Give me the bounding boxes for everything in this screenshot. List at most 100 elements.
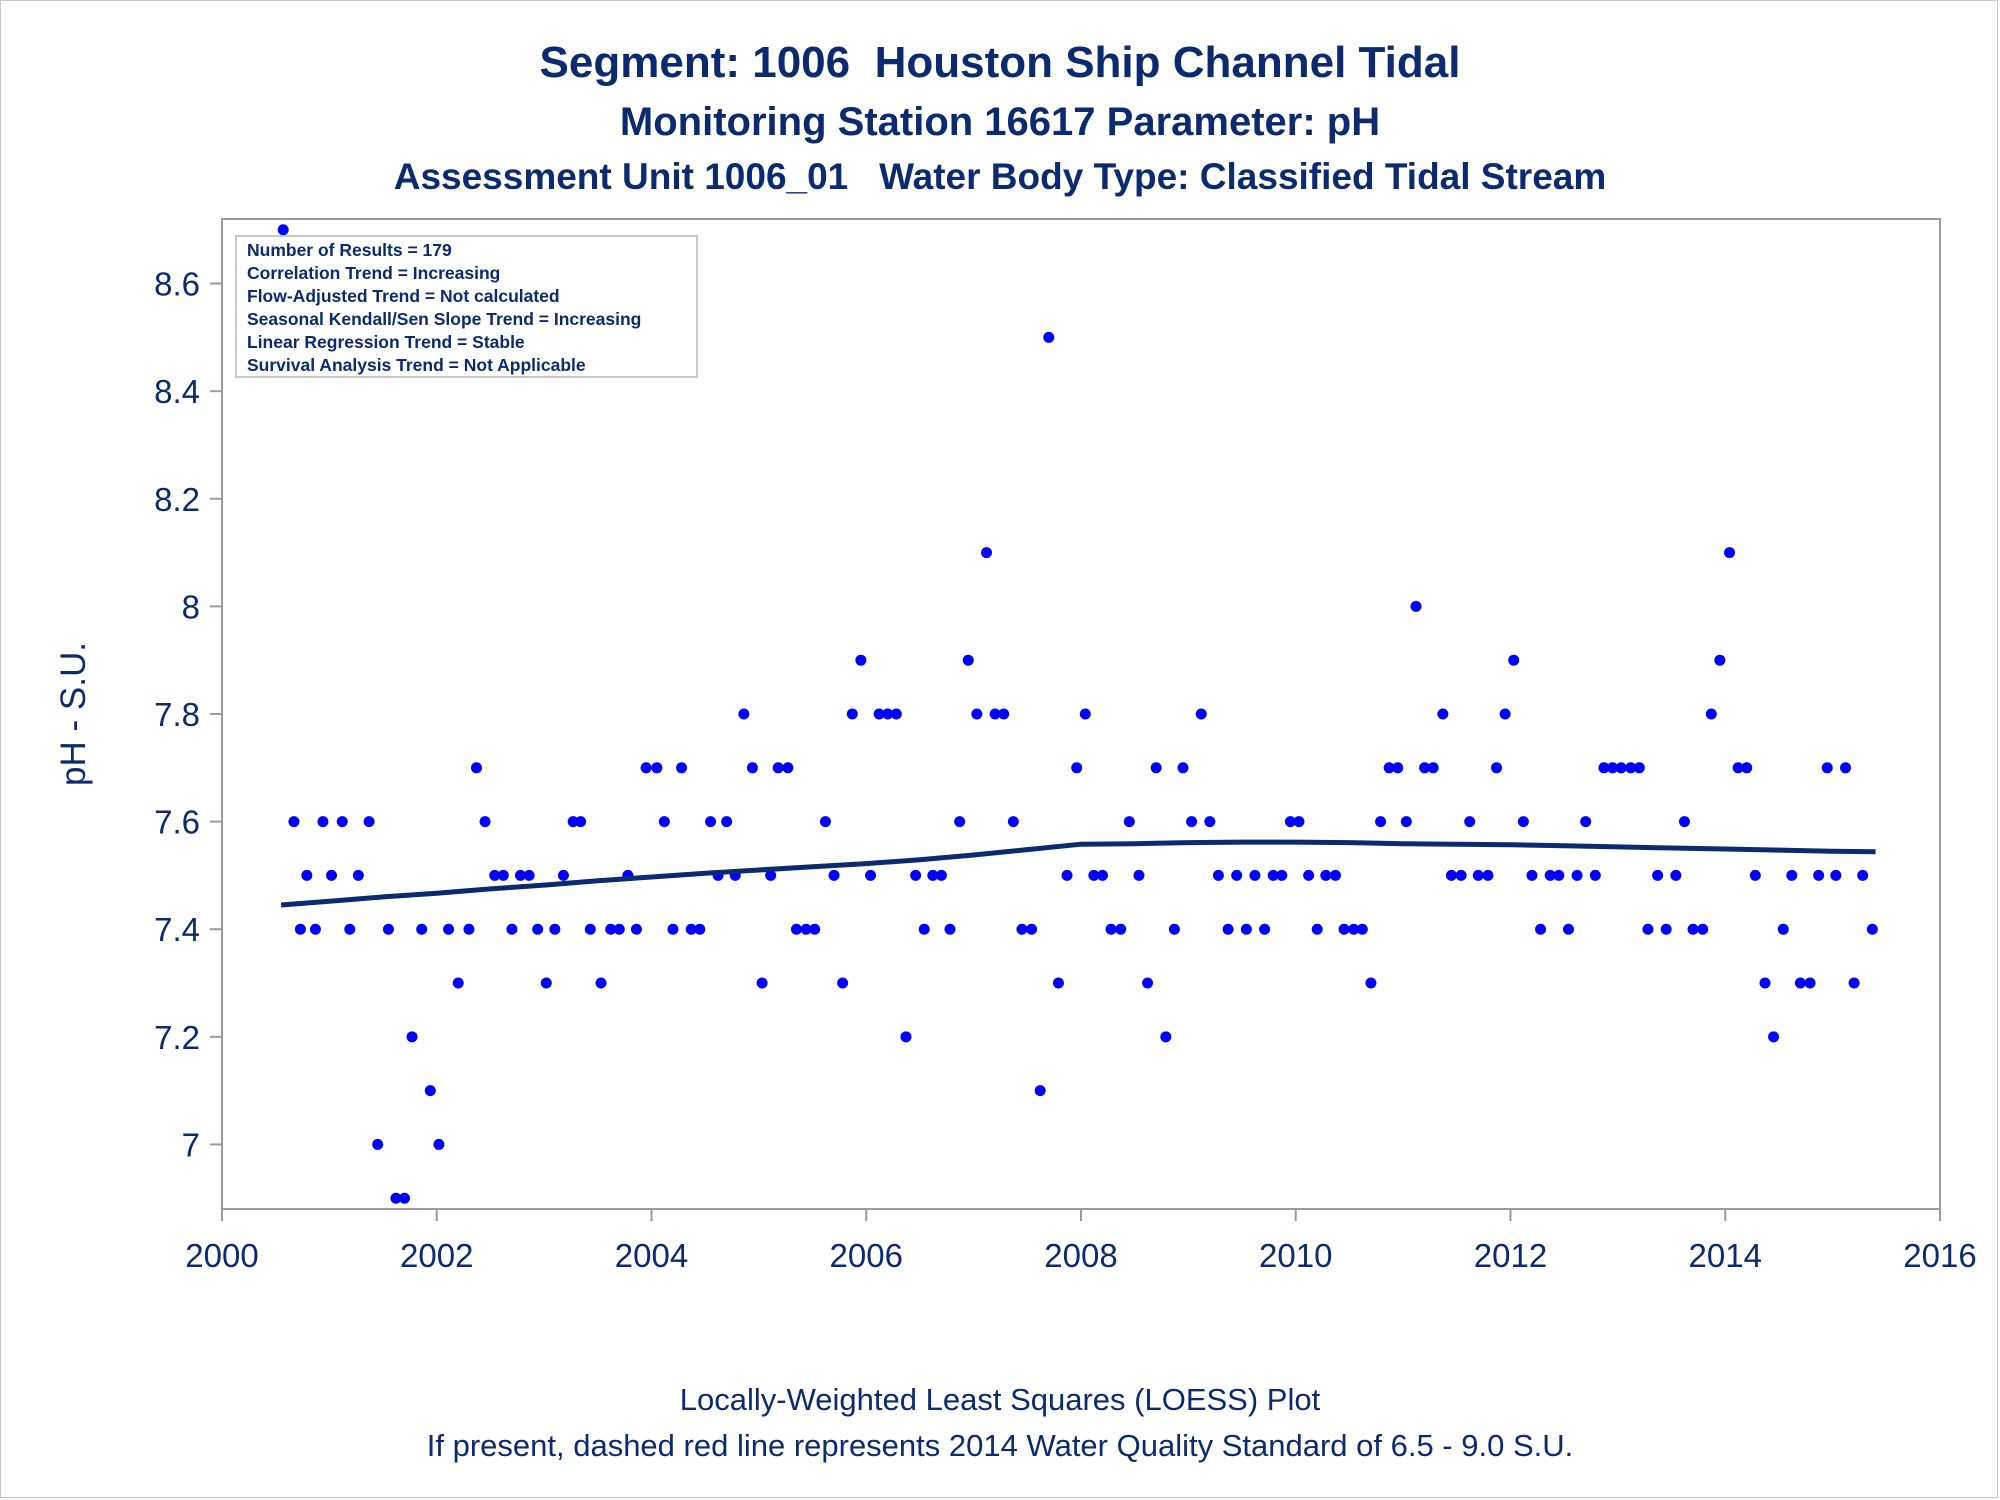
data-point	[433, 1138, 445, 1150]
data-point	[828, 869, 840, 881]
stat-flow-adjusted-trend: Flow-Adjusted Trend = Not calculated	[247, 286, 560, 306]
y-tick-label: 7.6	[154, 804, 200, 841]
data-point	[567, 816, 579, 828]
data-point	[1615, 762, 1627, 774]
data-point	[1410, 600, 1422, 612]
x-axis: 2000 2002 2004 2006 2008 2010 2012 2014 2016	[185, 1209, 1977, 1274]
data-point	[288, 816, 300, 828]
data-point	[927, 869, 939, 881]
data-point	[382, 923, 394, 935]
data-point	[1840, 762, 1852, 774]
data-point	[1759, 977, 1771, 989]
data-point	[1562, 923, 1574, 935]
data-point	[1329, 869, 1341, 881]
data-point	[865, 869, 877, 881]
data-point	[782, 762, 794, 774]
data-point	[667, 923, 679, 935]
data-point	[676, 762, 688, 774]
data-point	[1365, 977, 1377, 989]
chart-title: Segment: 1006 Houston Ship Channel Tidal	[539, 38, 1461, 87]
data-point	[406, 1031, 418, 1043]
data-point	[1240, 923, 1252, 935]
data-point	[523, 869, 535, 881]
x-tick-label: 2004	[615, 1237, 688, 1274]
y-tick-label: 8.2	[154, 481, 200, 518]
stats-box-frame	[235, 235, 698, 378]
loess-trend-line	[280, 839, 1876, 908]
data-point	[1400, 816, 1412, 828]
data-point	[595, 977, 607, 989]
data-point	[1204, 816, 1216, 828]
data-point	[443, 923, 455, 935]
data-point	[790, 923, 802, 935]
data-point	[630, 923, 642, 935]
data-point	[772, 762, 784, 774]
data-point	[1741, 762, 1753, 774]
data-point	[1866, 923, 1878, 935]
data-point	[1356, 923, 1368, 935]
data-point	[1687, 923, 1699, 935]
data-point	[1813, 869, 1825, 881]
data-point	[1007, 816, 1019, 828]
data-point	[1392, 762, 1404, 774]
data-point	[301, 869, 313, 881]
footnote-loess: Locally-Weighted Least Squares (LOESS) P…	[679, 1382, 1321, 1417]
data-point	[309, 923, 321, 935]
data-point	[1633, 762, 1645, 774]
data-point	[855, 654, 867, 666]
data-point	[1660, 923, 1672, 935]
data-point	[721, 816, 733, 828]
data-point	[1123, 816, 1135, 828]
data-point	[1115, 923, 1127, 935]
data-point	[890, 708, 902, 720]
data-point	[756, 977, 768, 989]
stat-survival-analysis-trend: Survival Analysis Trend = Not Applicable	[247, 355, 586, 375]
data-point	[1276, 869, 1288, 881]
stat-linear-regression-trend: Linear Regression Trend = Stable	[247, 332, 525, 352]
data-point	[1678, 816, 1690, 828]
data-point	[540, 977, 552, 989]
data-point	[1705, 708, 1717, 720]
data-point	[1464, 816, 1476, 828]
data-point	[1419, 762, 1431, 774]
data-point	[1517, 816, 1529, 828]
data-point	[1821, 762, 1833, 774]
data-point	[685, 923, 697, 935]
data-point	[613, 923, 625, 935]
data-point	[981, 547, 993, 559]
y-tick-label: 8	[182, 588, 200, 625]
data-point	[1508, 654, 1520, 666]
x-tick-label: 2010	[1259, 1237, 1332, 1274]
data-point	[694, 923, 706, 935]
y-tick-label: 8.6	[154, 266, 200, 303]
data-point	[651, 762, 663, 774]
data-point	[1303, 869, 1315, 881]
data-point	[1142, 977, 1154, 989]
data-point	[372, 1138, 384, 1150]
y-axis: 7 7.2 7.4 7.6 7.8 8 8.2 8.4 8.6	[154, 266, 222, 1163]
x-tick-label: 2014	[1689, 1237, 1762, 1274]
data-point	[900, 1031, 912, 1043]
data-point	[1445, 869, 1457, 881]
data-point	[1697, 923, 1709, 935]
data-point	[1830, 869, 1842, 881]
stats-box: Number of Results = 179 Correlation Tren…	[235, 235, 698, 378]
data-point	[1043, 331, 1055, 343]
data-point	[416, 923, 428, 935]
stat-number-of-results: Number of Results = 179	[247, 240, 452, 260]
data-point	[1607, 762, 1619, 774]
y-tick-label: 7.8	[154, 696, 200, 733]
data-point	[294, 923, 306, 935]
data-point	[1375, 816, 1387, 828]
x-tick-label: 2012	[1474, 1237, 1547, 1274]
data-point	[1348, 923, 1360, 935]
data-point	[971, 708, 983, 720]
data-point	[1427, 762, 1439, 774]
data-point	[1105, 923, 1117, 935]
data-point	[1589, 869, 1601, 881]
data-point	[998, 708, 1010, 720]
data-point	[962, 654, 974, 666]
data-point	[1857, 869, 1869, 881]
data-point	[1724, 547, 1736, 559]
